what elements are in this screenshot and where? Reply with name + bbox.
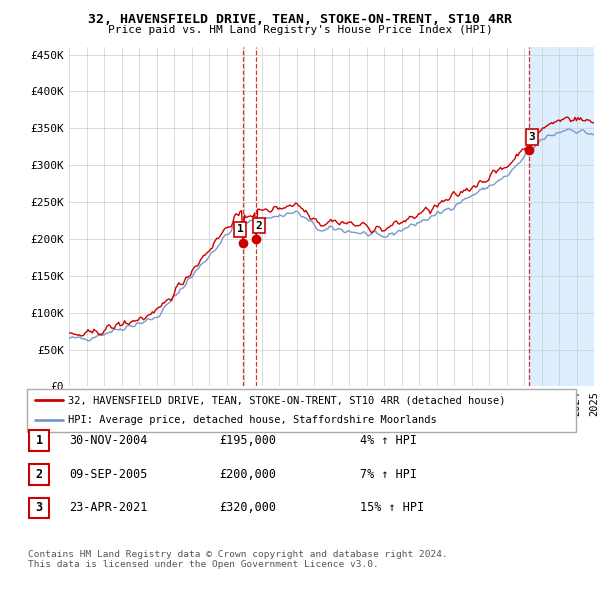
FancyBboxPatch shape: [29, 430, 49, 451]
Text: 09-SEP-2005: 09-SEP-2005: [69, 468, 148, 481]
Text: 15% ↑ HPI: 15% ↑ HPI: [360, 502, 424, 514]
Text: 4% ↑ HPI: 4% ↑ HPI: [360, 434, 417, 447]
Text: HPI: Average price, detached house, Staffordshire Moorlands: HPI: Average price, detached house, Staf…: [68, 415, 437, 425]
Text: 3: 3: [529, 132, 535, 142]
Text: £200,000: £200,000: [219, 468, 276, 481]
Text: 1: 1: [35, 434, 43, 447]
Text: £195,000: £195,000: [219, 434, 276, 447]
FancyBboxPatch shape: [29, 497, 49, 519]
Text: 1: 1: [236, 224, 243, 234]
Text: 23-APR-2021: 23-APR-2021: [69, 502, 148, 514]
Text: Price paid vs. HM Land Registry's House Price Index (HPI): Price paid vs. HM Land Registry's House …: [107, 25, 493, 35]
Text: 2: 2: [35, 468, 43, 481]
Text: 7% ↑ HPI: 7% ↑ HPI: [360, 468, 417, 481]
Text: £320,000: £320,000: [219, 502, 276, 514]
Text: 32, HAVENSFIELD DRIVE, TEAN, STOKE-ON-TRENT, ST10 4RR (detached house): 32, HAVENSFIELD DRIVE, TEAN, STOKE-ON-TR…: [68, 395, 506, 405]
Text: 30-NOV-2004: 30-NOV-2004: [69, 434, 148, 447]
Text: 2: 2: [256, 221, 262, 231]
FancyBboxPatch shape: [29, 464, 49, 485]
FancyBboxPatch shape: [27, 389, 576, 432]
Text: 3: 3: [35, 502, 43, 514]
Text: Contains HM Land Registry data © Crown copyright and database right 2024.
This d: Contains HM Land Registry data © Crown c…: [28, 550, 448, 569]
Text: 32, HAVENSFIELD DRIVE, TEAN, STOKE-ON-TRENT, ST10 4RR: 32, HAVENSFIELD DRIVE, TEAN, STOKE-ON-TR…: [88, 13, 512, 26]
Bar: [529, 47, 594, 386]
